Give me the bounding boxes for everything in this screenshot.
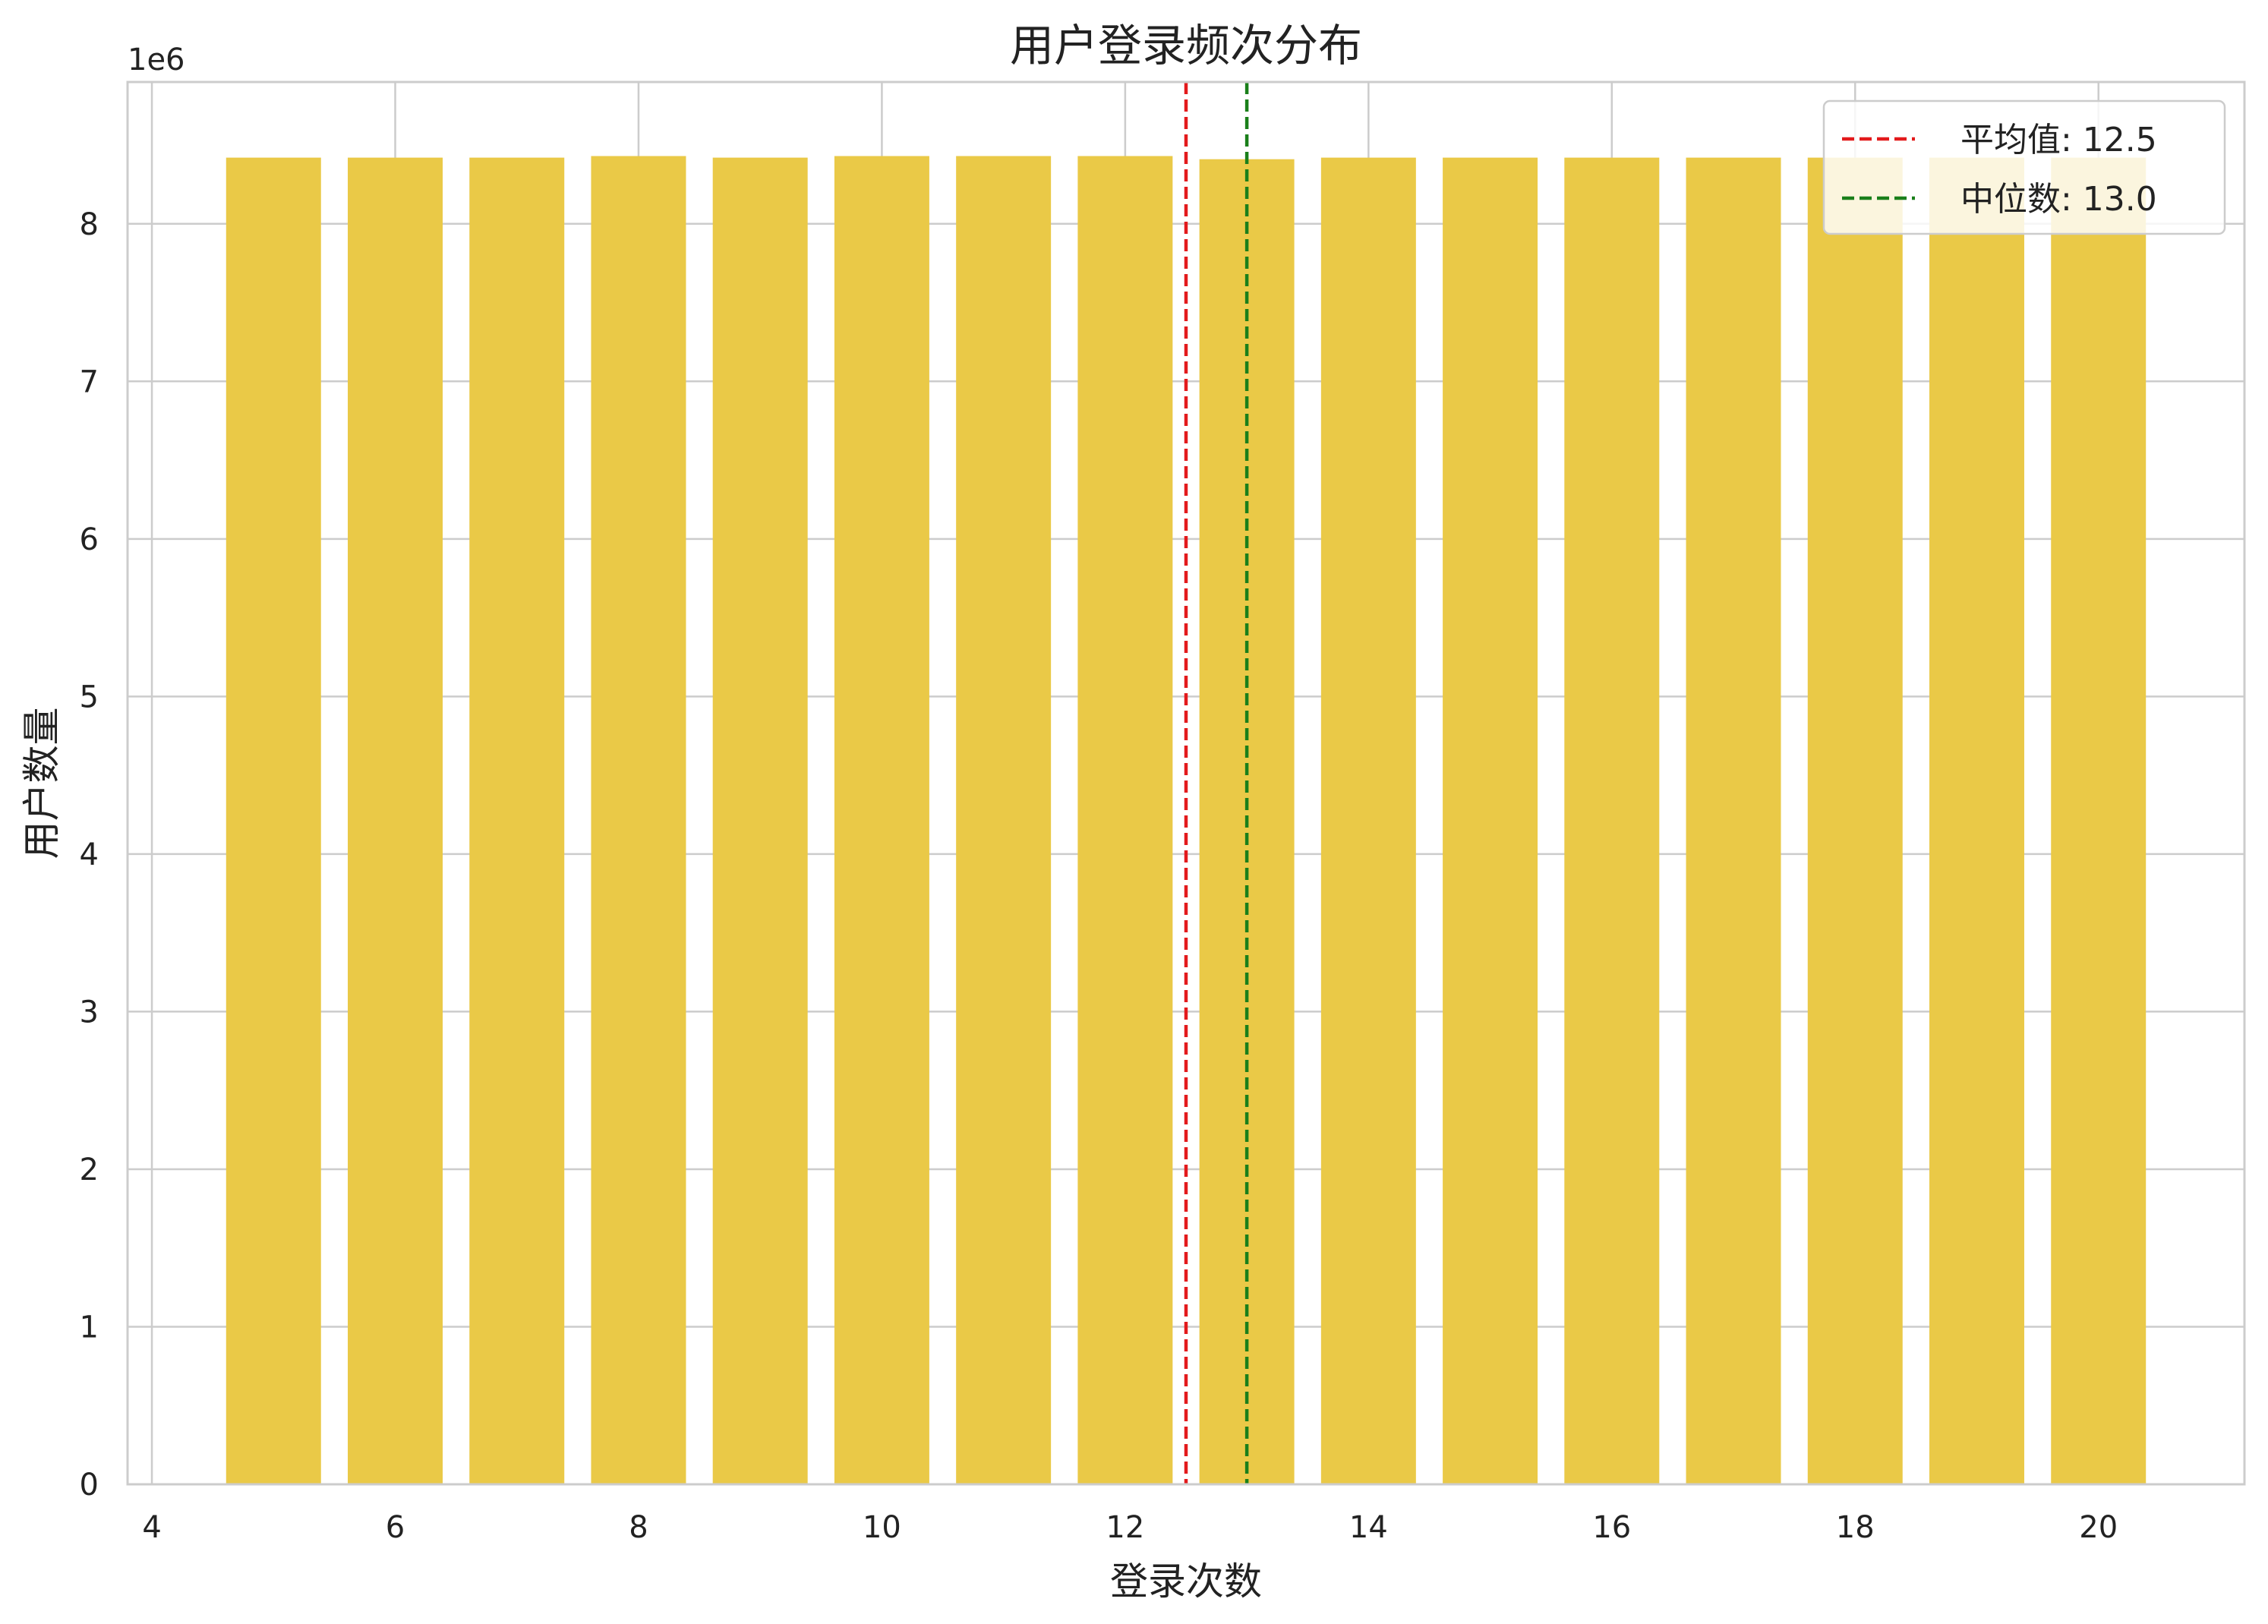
bar <box>1320 157 1416 1484</box>
x-tick-labels: 4 6 8 10 12 14 16 18 20 <box>142 1510 2118 1545</box>
y-tick-label: 8 <box>80 207 99 242</box>
y-tick-label: 6 <box>80 522 99 557</box>
legend: 平均值: 12.5 中位数: 13.0 <box>1822 99 2226 235</box>
legend-box <box>1822 99 2226 235</box>
bar <box>1443 157 1538 1484</box>
x-tick-label: 18 <box>1836 1510 1875 1545</box>
bar <box>2051 157 2147 1484</box>
bar <box>591 156 686 1484</box>
bar <box>712 157 808 1484</box>
x-tick-label: 6 <box>386 1510 405 1545</box>
legend-label: 平均值: 12.5 <box>1960 121 2157 159</box>
bar <box>226 157 321 1484</box>
y-tick-label: 5 <box>80 680 99 714</box>
x-tick-label: 20 <box>2079 1510 2118 1545</box>
x-tick-label: 16 <box>1592 1510 1631 1545</box>
x-tick-label: 12 <box>1106 1510 1144 1545</box>
legend-label: 中位数: 13.0 <box>1960 180 2157 219</box>
bar <box>1929 157 2024 1484</box>
x-tick-label: 10 <box>863 1510 901 1545</box>
x-tick-label: 8 <box>629 1510 648 1545</box>
bar <box>348 157 443 1484</box>
reference-lines <box>1184 82 1249 1484</box>
y-tick-label: 7 <box>80 364 99 399</box>
y-tick-label: 4 <box>80 837 99 872</box>
bar <box>834 156 929 1484</box>
x-axis-title: 登录次数 <box>1110 1559 1262 1604</box>
y-tick-label: 1 <box>80 1310 99 1345</box>
bar <box>469 157 565 1484</box>
bar <box>1564 157 1660 1484</box>
x-tick-label: 14 <box>1349 1510 1388 1545</box>
bar <box>1807 157 1903 1484</box>
bar <box>956 156 1052 1484</box>
bar <box>1077 156 1173 1484</box>
chart-title: 用户登录频次分布 <box>1010 20 1362 71</box>
plot-frame <box>126 80 2246 1486</box>
bar <box>1686 157 1781 1484</box>
y-tick-label: 2 <box>80 1153 99 1187</box>
y-tick-label: 0 <box>80 1468 99 1503</box>
x-tick-label: 4 <box>142 1510 161 1545</box>
y-tick-label: 3 <box>80 995 99 1030</box>
y-tick-labels: 0 1 2 3 4 5 6 7 8 <box>80 207 99 1503</box>
y-axis-title: 用户数量 <box>20 708 64 859</box>
y-axis-offset-label: 1e6 <box>128 43 185 77</box>
